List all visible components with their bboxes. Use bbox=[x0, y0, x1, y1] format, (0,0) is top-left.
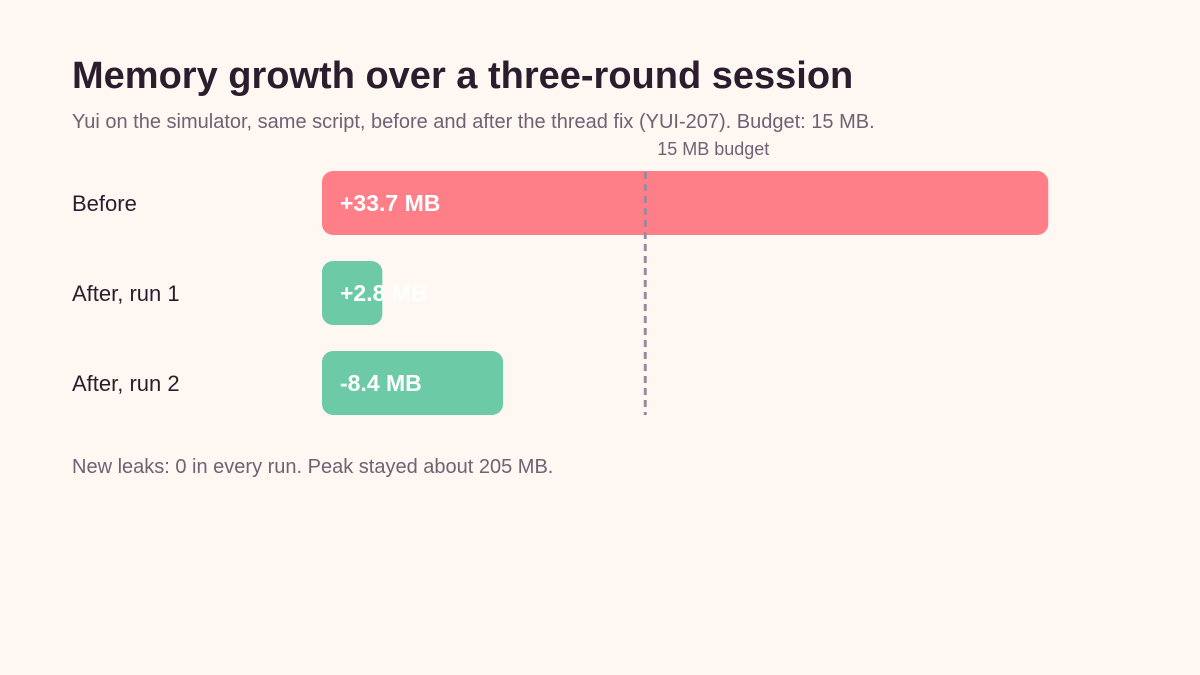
bar-value-label: +2.8 MB bbox=[340, 280, 428, 306]
chart-title: Memory growth over a three-round session bbox=[72, 55, 854, 97]
row-label: After, run 2 bbox=[72, 371, 180, 396]
bar bbox=[322, 171, 1049, 235]
chart-footnote: New leaks: 0 in every run. Peak stayed a… bbox=[72, 456, 554, 478]
bar-value-label: +33.7 MB bbox=[340, 190, 440, 216]
bar bbox=[322, 261, 383, 325]
row-label: Before bbox=[72, 191, 137, 216]
bar bbox=[322, 351, 504, 415]
row-label: After, run 1 bbox=[72, 281, 180, 306]
budget-reference-label: 15 MB budget bbox=[657, 139, 769, 159]
chart-subtitle: Yui on the simulator, same script, befor… bbox=[72, 111, 875, 133]
bar-value-label: -8.4 MB bbox=[340, 370, 422, 396]
